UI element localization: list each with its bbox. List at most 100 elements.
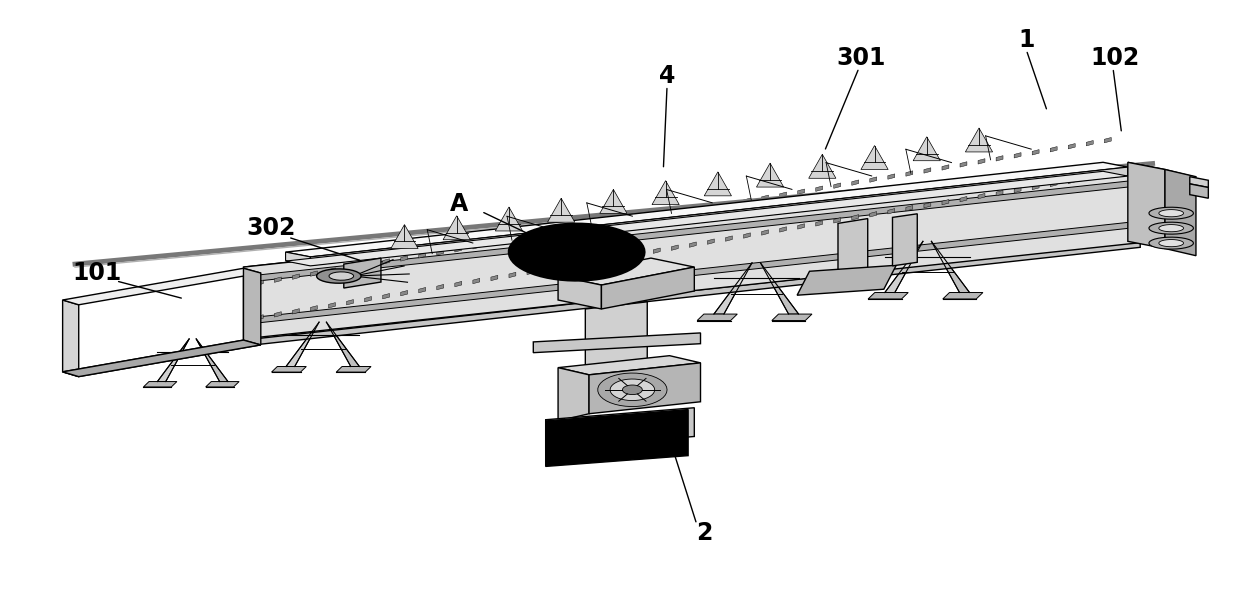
Polygon shape — [63, 268, 260, 305]
Polygon shape — [533, 333, 701, 353]
Polygon shape — [600, 190, 627, 214]
Polygon shape — [1159, 209, 1183, 217]
Polygon shape — [436, 250, 444, 255]
Polygon shape — [604, 430, 624, 436]
Polygon shape — [869, 212, 877, 217]
Polygon shape — [771, 314, 812, 320]
Polygon shape — [931, 241, 970, 293]
Polygon shape — [653, 213, 660, 218]
Polygon shape — [808, 154, 836, 178]
Polygon shape — [1189, 176, 1208, 187]
Polygon shape — [243, 170, 1153, 339]
Polygon shape — [552, 443, 589, 455]
Polygon shape — [1105, 172, 1111, 178]
Polygon shape — [942, 199, 949, 205]
Polygon shape — [647, 436, 667, 443]
Polygon shape — [248, 179, 1147, 282]
Polygon shape — [63, 340, 260, 377]
Polygon shape — [635, 251, 642, 256]
Polygon shape — [582, 226, 588, 231]
Polygon shape — [491, 275, 497, 281]
Polygon shape — [455, 281, 461, 287]
Polygon shape — [797, 189, 805, 194]
Polygon shape — [548, 198, 575, 222]
Polygon shape — [1159, 239, 1183, 247]
Polygon shape — [1086, 175, 1094, 181]
Polygon shape — [285, 163, 1128, 257]
Polygon shape — [833, 183, 841, 188]
Polygon shape — [1068, 143, 1075, 149]
Polygon shape — [316, 269, 361, 283]
Polygon shape — [906, 206, 913, 211]
Polygon shape — [760, 263, 799, 314]
Polygon shape — [383, 293, 389, 299]
Polygon shape — [595, 439, 632, 451]
Polygon shape — [206, 382, 239, 387]
Polygon shape — [419, 287, 425, 293]
Polygon shape — [558, 368, 589, 421]
Polygon shape — [756, 163, 784, 187]
Polygon shape — [560, 446, 580, 453]
Polygon shape — [647, 425, 667, 431]
Polygon shape — [401, 256, 408, 261]
Polygon shape — [558, 276, 601, 309]
Polygon shape — [285, 171, 1128, 266]
Polygon shape — [508, 223, 645, 281]
Polygon shape — [585, 302, 647, 394]
Polygon shape — [157, 339, 190, 382]
Polygon shape — [508, 238, 516, 243]
Polygon shape — [391, 224, 418, 248]
Text: A: A — [450, 192, 469, 216]
Polygon shape — [1105, 137, 1111, 143]
Polygon shape — [472, 244, 480, 249]
Polygon shape — [365, 296, 372, 302]
Polygon shape — [274, 311, 281, 317]
Polygon shape — [589, 363, 701, 414]
Polygon shape — [383, 259, 389, 264]
Polygon shape — [1149, 207, 1193, 219]
Polygon shape — [144, 382, 177, 387]
Polygon shape — [1149, 222, 1193, 234]
Polygon shape — [560, 434, 580, 441]
Polygon shape — [960, 162, 967, 167]
Polygon shape — [942, 293, 983, 299]
Text: 4: 4 — [658, 64, 676, 88]
Polygon shape — [272, 367, 306, 372]
Polygon shape — [852, 215, 858, 220]
Polygon shape — [310, 167, 1128, 265]
Polygon shape — [653, 248, 660, 253]
Polygon shape — [558, 258, 694, 285]
Polygon shape — [546, 266, 552, 272]
Polygon shape — [604, 441, 624, 448]
Polygon shape — [274, 277, 281, 283]
Polygon shape — [419, 253, 425, 258]
Text: 1: 1 — [1018, 28, 1034, 52]
Polygon shape — [310, 271, 317, 276]
Polygon shape — [1050, 146, 1058, 152]
Polygon shape — [196, 339, 228, 382]
Polygon shape — [707, 239, 714, 244]
Polygon shape — [336, 367, 371, 372]
Polygon shape — [527, 235, 534, 240]
Polygon shape — [1014, 187, 1021, 193]
Polygon shape — [563, 229, 570, 234]
Polygon shape — [996, 190, 1003, 196]
Polygon shape — [780, 192, 786, 197]
Polygon shape — [455, 247, 461, 252]
Polygon shape — [689, 207, 697, 212]
Polygon shape — [639, 422, 676, 434]
Polygon shape — [1128, 163, 1166, 248]
Polygon shape — [1166, 170, 1195, 256]
Text: 2: 2 — [696, 521, 713, 545]
Polygon shape — [243, 241, 1141, 346]
Polygon shape — [546, 232, 552, 237]
Polygon shape — [257, 315, 263, 320]
Polygon shape — [816, 221, 822, 226]
Polygon shape — [725, 201, 733, 206]
Polygon shape — [966, 128, 992, 152]
Polygon shape — [704, 172, 732, 196]
Polygon shape — [343, 258, 381, 288]
Polygon shape — [924, 203, 931, 208]
Polygon shape — [869, 177, 877, 182]
Polygon shape — [599, 223, 606, 228]
